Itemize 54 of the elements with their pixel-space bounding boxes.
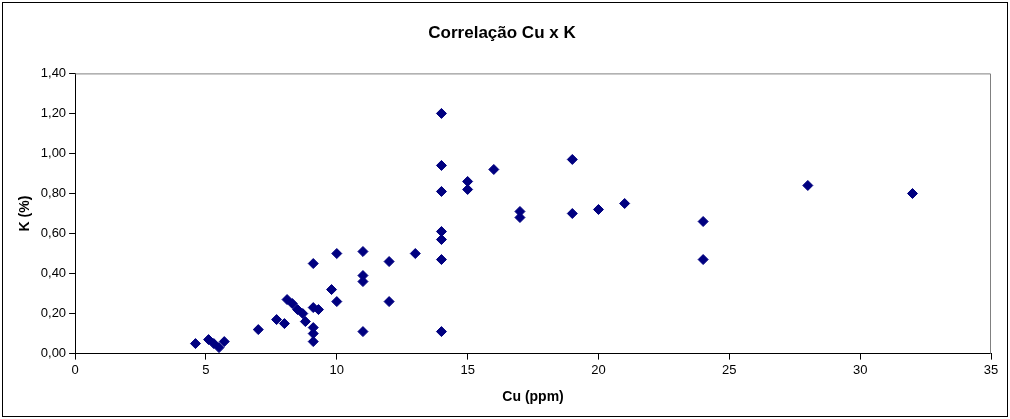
point [435,159,447,171]
point [383,296,395,308]
point [435,326,447,338]
x-tick-label: 0 [71,361,79,377]
point [592,204,604,215]
y-tick-label: 0,20 [40,305,67,321]
point [307,258,319,270]
chart-title: Correlação Cu x K [428,22,577,42]
x-tick-label: 25 [722,361,737,377]
y-tick-label: 1,20 [40,105,67,121]
point [383,256,395,268]
point [357,246,369,258]
point [278,318,290,330]
point [286,298,298,310]
x-tick-label: 10 [329,361,345,377]
point [566,153,578,165]
y-tick-label: 0,00 [40,345,67,361]
point [307,336,319,348]
y-tick-label: 0,60 [40,225,67,241]
point [697,216,709,228]
point [297,308,309,320]
y-axis-title: K (%) [16,195,33,232]
x-axis-title: Cu (ppm) [502,388,564,405]
y-tick-label: 0,40 [40,265,67,281]
point [409,248,421,260]
point [802,179,814,191]
point [435,254,447,266]
point [435,107,447,119]
point [488,163,500,175]
x-tick-label: 30 [852,361,868,377]
point [326,284,338,296]
point [697,254,709,266]
point [218,336,230,348]
point [189,338,201,350]
point [331,296,343,308]
point [619,197,631,209]
point [566,208,578,219]
x-tick-label: 35 [983,361,999,377]
point [357,326,369,338]
y-tick-label: 1,40 [40,64,67,80]
x-tick-label: 20 [591,361,606,377]
point [331,248,343,260]
point [252,324,264,336]
point [213,342,225,354]
x-tick-label: 15 [460,361,475,377]
y-tick-label: 0,80 [40,185,67,201]
point [435,234,447,246]
point [906,187,918,199]
point [462,175,474,187]
point [435,185,447,197]
x-tick-label: 5 [202,361,210,377]
y-tick-label: 1,00 [40,145,67,161]
point [299,316,311,328]
point [271,314,283,326]
